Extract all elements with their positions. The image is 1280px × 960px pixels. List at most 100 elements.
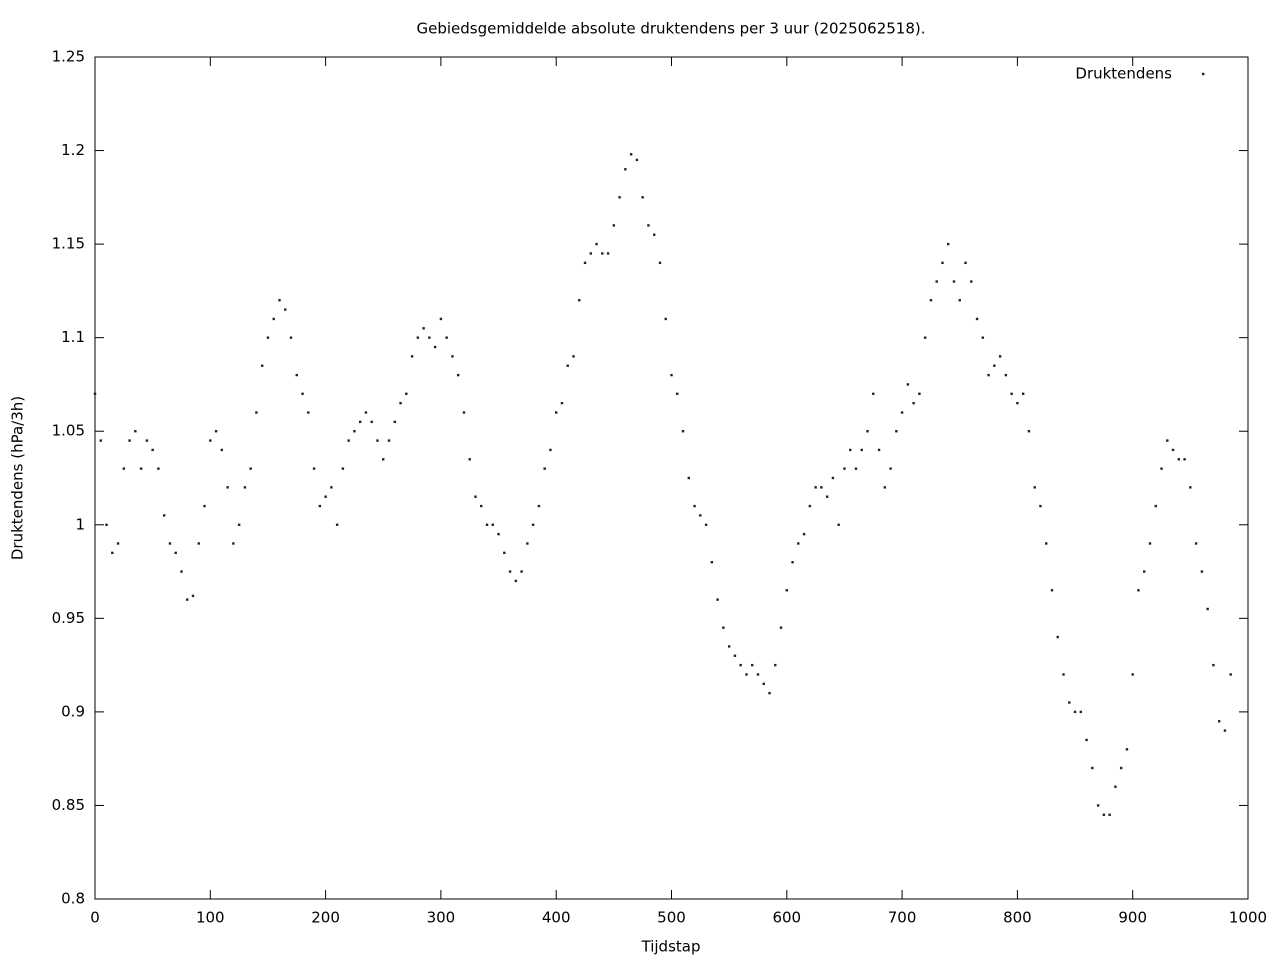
point xyxy=(1085,738,1088,742)
point xyxy=(1016,401,1019,405)
x-tick-label: 200 xyxy=(311,909,340,927)
point xyxy=(854,467,858,470)
point xyxy=(751,663,754,667)
x-tick-label: 100 xyxy=(196,909,225,927)
x-tick-label: 700 xyxy=(888,909,917,927)
point xyxy=(618,196,621,199)
point xyxy=(157,467,160,470)
point xyxy=(1108,813,1111,816)
point xyxy=(589,252,592,255)
point xyxy=(1050,589,1054,592)
point xyxy=(180,570,183,573)
x-tick-label: 600 xyxy=(772,909,801,927)
point xyxy=(1212,663,1215,667)
point xyxy=(624,168,627,171)
point xyxy=(889,467,892,470)
x-tick-label: 500 xyxy=(657,909,686,927)
x-tick-label: 400 xyxy=(542,909,571,927)
point xyxy=(900,411,904,414)
point xyxy=(583,261,587,265)
point xyxy=(1039,504,1042,508)
point xyxy=(139,467,143,470)
point xyxy=(1056,635,1059,639)
point xyxy=(1206,607,1209,611)
point xyxy=(318,504,322,508)
point xyxy=(162,514,166,517)
point xyxy=(681,430,685,433)
point xyxy=(307,411,310,414)
point xyxy=(612,224,616,227)
point xyxy=(1223,729,1227,732)
point xyxy=(745,673,748,676)
point xyxy=(284,308,287,311)
point xyxy=(768,691,771,695)
point xyxy=(825,495,829,498)
point xyxy=(699,514,702,517)
point xyxy=(601,252,604,255)
point xyxy=(174,551,177,555)
point xyxy=(687,476,690,480)
point xyxy=(111,551,114,555)
point xyxy=(1177,458,1181,461)
point xyxy=(664,317,667,321)
point xyxy=(1114,785,1117,788)
point xyxy=(134,430,137,433)
point xyxy=(1143,570,1146,573)
point xyxy=(93,392,97,395)
point xyxy=(935,280,938,283)
point xyxy=(560,401,564,405)
point xyxy=(1229,673,1232,676)
legend-marker xyxy=(1202,72,1205,76)
point xyxy=(716,598,719,601)
point xyxy=(566,364,569,367)
y-tick-label: 1.15 xyxy=(52,235,85,253)
point xyxy=(606,252,610,255)
point xyxy=(324,495,327,498)
y-tick-label: 1.25 xyxy=(52,48,85,66)
point xyxy=(906,383,910,386)
point xyxy=(693,504,696,508)
point xyxy=(629,153,633,156)
point xyxy=(912,401,915,405)
point xyxy=(1091,766,1094,770)
point xyxy=(814,486,817,489)
point xyxy=(531,523,535,526)
point xyxy=(151,448,154,452)
x-tick-label: 300 xyxy=(427,909,456,927)
point xyxy=(785,589,788,592)
point xyxy=(981,336,985,339)
point xyxy=(895,430,898,433)
point xyxy=(1096,804,1100,807)
point xyxy=(451,355,454,358)
point xyxy=(468,458,471,461)
point xyxy=(658,261,662,265)
y-tick-label: 0.95 xyxy=(52,609,85,627)
point xyxy=(676,392,679,395)
point xyxy=(866,430,869,433)
point xyxy=(872,392,875,395)
point xyxy=(762,682,765,686)
point xyxy=(341,467,345,470)
point xyxy=(820,486,823,489)
point xyxy=(370,420,373,424)
point xyxy=(312,467,316,470)
point xyxy=(958,299,961,302)
point xyxy=(122,467,126,470)
point xyxy=(272,317,275,321)
point xyxy=(255,411,258,414)
point xyxy=(831,476,835,480)
point xyxy=(1194,542,1198,545)
y-tick-label: 1.1 xyxy=(61,328,85,346)
point xyxy=(232,542,235,545)
point xyxy=(1137,589,1140,592)
point xyxy=(1119,766,1123,770)
point xyxy=(952,280,956,283)
point xyxy=(1148,542,1152,545)
point xyxy=(883,486,887,489)
point xyxy=(774,663,777,667)
point xyxy=(1189,486,1192,489)
point xyxy=(462,411,466,414)
point xyxy=(918,392,921,395)
point xyxy=(1200,570,1204,573)
